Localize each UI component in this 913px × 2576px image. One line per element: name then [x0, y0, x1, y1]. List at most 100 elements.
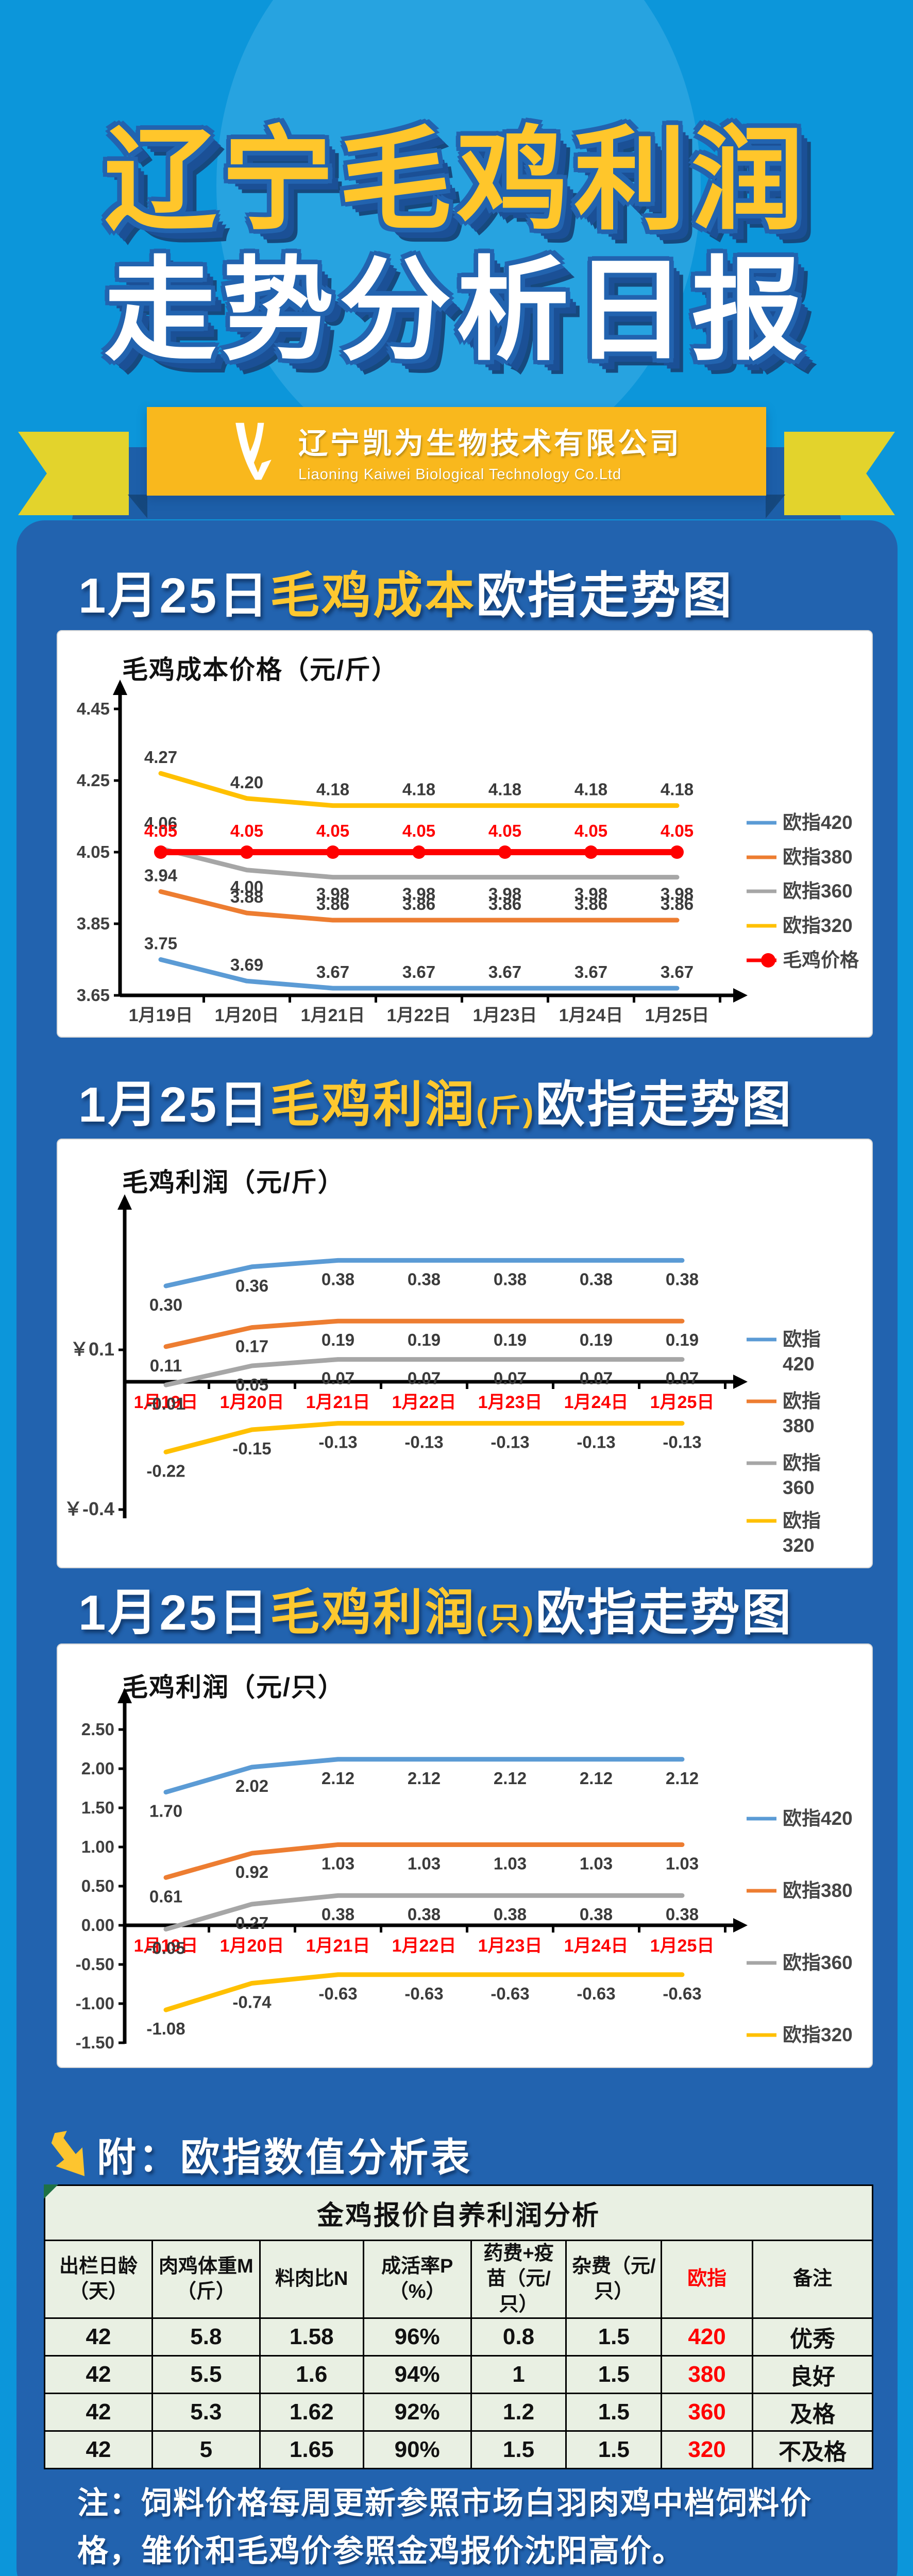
company-ribbon: 辽宁凯为生物技术有限公司 Liaoning Kaiwei Biological … — [147, 407, 766, 496]
y-tick-label: 1.00 — [81, 1837, 114, 1856]
data-label: 4.00 — [230, 877, 263, 896]
x-axis-arrow — [733, 1918, 748, 1933]
legend-label: 420 — [783, 1353, 815, 1375]
y-tick-label: 4.25 — [77, 771, 110, 790]
x-category-label: 1月20日 — [220, 1936, 284, 1956]
ribbon-tail-left — [18, 432, 129, 515]
chart-panel-profit-jin: 毛鸡利润（元/斤） ￥0.1 ￥-0.4 1月19日 1月20日 1月21日 1月22日 1月… — [57, 1139, 873, 1568]
x-category-label: 1月24日 — [564, 1936, 629, 1956]
data-label: 0.07 — [666, 1369, 699, 1388]
x-category-label: 1月25日 — [650, 1936, 715, 1956]
legend-marker — [761, 953, 775, 968]
table-cell: 1.58 — [259, 2317, 364, 2357]
series-line-欧指320 — [158, 771, 680, 808]
col-header-2: 料肉比N — [259, 2239, 364, 2319]
data-label: 3.67 — [488, 962, 521, 981]
data-label: 3.67 — [574, 962, 607, 981]
data-label: 4.27 — [144, 748, 177, 767]
data-label: -0.22 — [146, 1461, 185, 1480]
data-label: 2.12 — [666, 1769, 699, 1788]
series-marker — [412, 845, 426, 859]
y-axis-arrow — [117, 1688, 132, 1703]
y-tick-label: 1.50 — [81, 1798, 114, 1817]
legend-label: 欧指320 — [783, 2024, 853, 2045]
analysis-table: 金鸡报价自养利润分析 出栏日龄（天） 肉鸡体重M（斤） 料肉比N 成活率P（%） 药费+… — [44, 2184, 874, 2470]
background-ellipse — [216, 0, 701, 474]
corner-arrow-icon — [51, 2131, 85, 2176]
data-label: 4.05 — [574, 821, 607, 840]
legend-label: 欧指360 — [783, 1952, 853, 1973]
data-label: 3.86 — [316, 894, 349, 913]
data-label: -0.15 — [232, 1439, 271, 1458]
cost-chart: 毛鸡成本价格（元/斤） 4.45 4.25 4.05 3.85 3.65 1月19日 1月20… — [77, 655, 859, 1025]
data-label: 3.86 — [661, 894, 694, 913]
chart-title: 毛鸡利润（元/只） — [122, 1673, 345, 1702]
y-tick-label: 0.50 — [81, 1876, 114, 1895]
table-cell: 92% — [362, 2393, 472, 2432]
table-cell: 1.5 — [565, 2317, 663, 2357]
data-label: 0.61 — [149, 1887, 182, 1906]
data-label: 0.19 — [322, 1330, 354, 1349]
section2-unit: (斤) — [476, 1093, 536, 1129]
data-label: 2.12 — [580, 1769, 613, 1788]
table-cell: 380 — [661, 2355, 753, 2395]
data-label: 1.03 — [408, 1854, 441, 1873]
section3-highlight: 毛鸡利润 — [270, 1585, 477, 1640]
data-label: 4.18 — [488, 780, 521, 799]
table-cell: 1.65 — [259, 2430, 364, 2470]
legend-label: 欧指380 — [783, 846, 853, 868]
data-label: 0.17 — [235, 1337, 268, 1356]
y-tick-label: 3.65 — [77, 986, 110, 1005]
data-label: 4.05 — [661, 821, 694, 840]
data-label: 3.94 — [144, 866, 178, 885]
y-tick-label: 4.45 — [77, 699, 110, 718]
section1-suffix: 欧指走势图 — [476, 568, 734, 623]
data-label: 3.86 — [574, 894, 607, 913]
legend-label: 欧指420 — [783, 812, 853, 833]
data-label: 3.98 — [316, 885, 349, 904]
table-cell: 42 — [44, 2317, 153, 2357]
legend-label: 毛鸡价格 — [783, 950, 859, 971]
y-tick-label: ￥-0.4 — [64, 1498, 114, 1519]
col-header-0: 出栏日龄（天） — [44, 2239, 153, 2319]
series-line-欧指380 — [163, 1318, 685, 1349]
data-label: 0.38 — [408, 1905, 441, 1924]
x-category-label: 1月25日 — [650, 1393, 715, 1412]
data-label: 1.03 — [494, 1854, 527, 1873]
legend-label: 欧指420 — [783, 1808, 853, 1829]
data-label: 3.75 — [144, 934, 177, 953]
series-marker — [498, 845, 512, 859]
data-label: 3.98 — [402, 885, 435, 904]
table-cell: 1.5 — [565, 2355, 663, 2395]
table-cell: 良好 — [751, 2355, 874, 2395]
section2-date: 1月25日 — [78, 1077, 270, 1132]
legend-label: 欧指 — [783, 1391, 821, 1412]
section3-suffix: 欧指走势图 — [535, 1585, 793, 1640]
table-cell: 1.2 — [470, 2393, 567, 2432]
legend-label: 360 — [783, 1477, 815, 1498]
data-label: 3.98 — [488, 885, 521, 904]
data-label: 2.12 — [322, 1769, 354, 1788]
table-cell: 1.62 — [259, 2393, 364, 2432]
table-title: 金鸡报价自养利润分析 — [44, 2184, 873, 2241]
y-tick-label: 2.50 — [81, 1720, 114, 1739]
series-marker — [154, 845, 167, 859]
x-category-label: 1月23日 — [478, 1393, 543, 1412]
data-label: 1.03 — [666, 1854, 699, 1873]
y-tick-label: 2.00 — [81, 1759, 114, 1778]
chart-panel-profit-bird: 毛鸡利润（元/只） 2.50 2.00 1.50 1.00 0.50 0.00 -0.50 -1… — [57, 1643, 873, 2068]
analysis-heading: 附：欧指数值分析表 — [97, 2136, 472, 2180]
table-cell: 42 — [44, 2430, 153, 2470]
table-row: 42 5.3 1.62 92% 1.2 1.5 360 及格 — [44, 2393, 874, 2432]
data-label: 0.11 — [150, 1356, 182, 1375]
x-axis-arrow — [733, 1375, 748, 1389]
data-label: 0.19 — [580, 1330, 613, 1349]
data-label: 4.20 — [230, 773, 263, 792]
data-label: -0.63 — [663, 1984, 701, 2003]
main-title-line1: 辽宁毛鸡利润 — [104, 118, 809, 243]
y-axis-arrow — [117, 1194, 132, 1210]
y-axis-arrow — [113, 680, 127, 695]
data-label: 0.38 — [580, 1905, 613, 1924]
data-label: 0.38 — [580, 1269, 613, 1289]
table-cell: 5.5 — [151, 2355, 261, 2395]
